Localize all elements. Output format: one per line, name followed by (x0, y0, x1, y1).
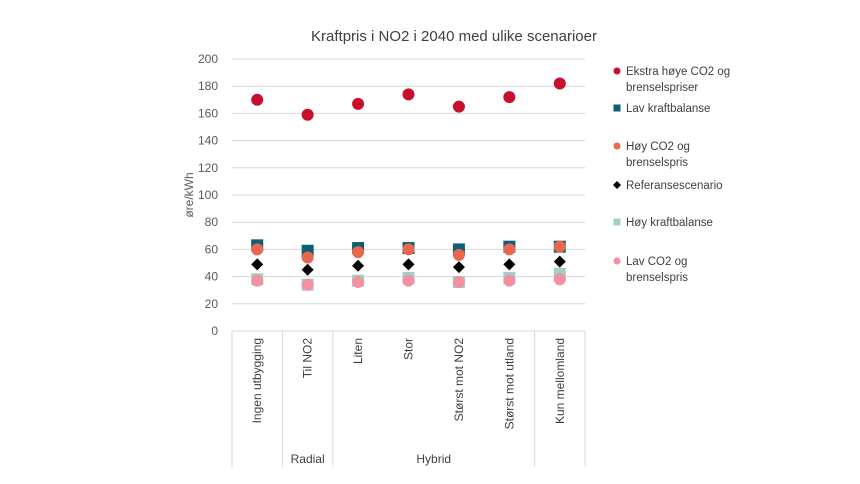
legend-label: brenselspris (626, 157, 688, 169)
y-tick-label: 200 (198, 52, 218, 66)
legend-label: Lav CO2 og (626, 256, 687, 268)
legend-label: Lav kraftbalanse (626, 103, 710, 115)
data-point (301, 263, 314, 276)
data-point (553, 273, 566, 286)
chart-title: Kraftpris i NO2 i 2040 med ulike scenari… (311, 28, 597, 45)
data-point (402, 243, 415, 256)
x-tick-label: Stor (402, 338, 416, 360)
x-tick-label: Størst mot utland (502, 338, 516, 429)
data-point (251, 258, 264, 271)
data-point (503, 258, 516, 271)
legend-item: Ekstra høye CO2 og brenselspriser (613, 66, 730, 94)
x-tick-label: Ingen utbygging (250, 338, 264, 423)
legend-label: Referansescenario (626, 180, 723, 192)
y-tick-label: 120 (198, 161, 218, 175)
y-tick-label: 60 (205, 242, 219, 256)
x-tick-label: Til NO2 (301, 338, 315, 379)
y-tick-label: 180 (198, 79, 218, 93)
x-tick-label: Liten (351, 338, 365, 364)
legend-item: Høy CO2 og brenselspris (613, 141, 690, 169)
data-point (251, 93, 264, 106)
legend-label: Høy CO2 og (626, 141, 690, 153)
data-point (452, 276, 465, 289)
data-point (251, 243, 264, 256)
data-point (352, 97, 365, 110)
data-point (402, 88, 415, 101)
y-tick-label: 40 (205, 270, 219, 284)
legend-label: Ekstra høye CO2 og (626, 66, 730, 78)
legend-marker-square-icon (613, 218, 621, 226)
data-point (402, 258, 415, 271)
data-point (553, 240, 566, 253)
legend-item: Lav kraftbalanse (613, 103, 710, 115)
group-label: Radial (291, 452, 325, 466)
legend-label: Høy kraftbalanse (626, 217, 713, 229)
x-tick-label: Kun mellomland (553, 338, 567, 424)
y-tick-label: 140 (198, 134, 218, 148)
group-label: Hybrid (416, 452, 451, 466)
legend-marker-circle-icon (613, 257, 621, 265)
data-point (352, 276, 365, 289)
y-axis-label: øre/kWh (182, 172, 196, 217)
data-point (503, 243, 516, 256)
legend-item: Høy kraftbalanse (613, 217, 713, 229)
data-point (452, 261, 465, 274)
legend-marker-diamond-icon (613, 181, 621, 189)
data-point (553, 77, 566, 90)
data-point (452, 248, 465, 261)
y-tick-label: 0 (211, 324, 218, 338)
y-tick-label: 20 (205, 297, 219, 311)
legend-label: brenselspris (626, 272, 688, 284)
data-point (352, 246, 365, 259)
y-tick-label: 80 (205, 215, 219, 229)
data-point (402, 274, 415, 287)
data-point (301, 108, 314, 121)
y-tick-label: 160 (198, 106, 218, 120)
legend-marker-square-icon (613, 104, 621, 112)
data-point (503, 91, 516, 104)
data-point (251, 274, 264, 287)
legend-item: Referansescenario (613, 180, 723, 192)
data-point (352, 259, 365, 272)
data-point (553, 255, 566, 268)
data-point (503, 274, 516, 287)
legend-marker-circle-icon (613, 142, 621, 150)
data-point (301, 251, 314, 264)
legend-marker-circle-icon (613, 67, 621, 75)
data-point (452, 100, 465, 113)
x-tick-label: Størst mot NO2 (452, 338, 466, 422)
data-point (301, 278, 314, 291)
legend-item: Lav CO2 og brenselspris (613, 256, 688, 284)
legend-label: brenselspriser (626, 82, 698, 94)
y-tick-label: 100 (198, 188, 218, 202)
